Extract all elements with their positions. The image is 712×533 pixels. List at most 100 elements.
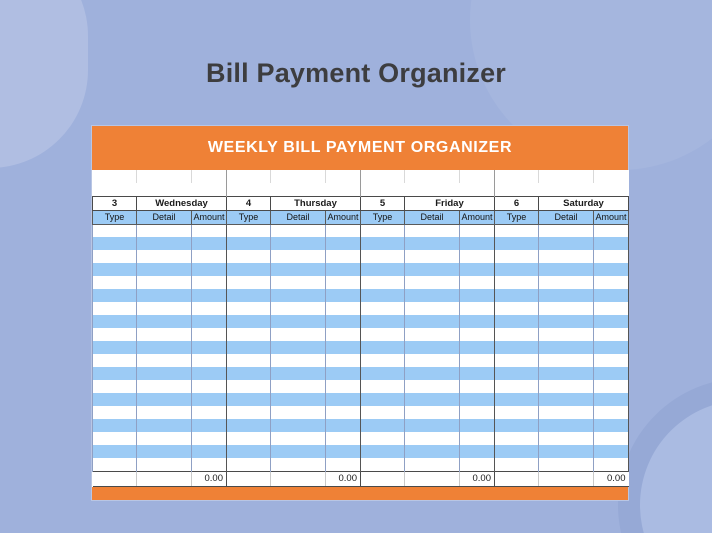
- entry-cell[interactable]: [270, 250, 326, 263]
- entry-cell[interactable]: [459, 458, 495, 471]
- entry-cell[interactable]: [270, 341, 326, 354]
- entry-cell[interactable]: [136, 250, 192, 263]
- entry-cell[interactable]: [404, 354, 460, 367]
- entry-cell[interactable]: [404, 224, 460, 237]
- entry-cell[interactable]: [360, 380, 405, 393]
- entry-cell[interactable]: [136, 380, 192, 393]
- spacer-cell[interactable]: [92, 170, 137, 183]
- entry-cell[interactable]: [538, 237, 594, 250]
- entry-cell[interactable]: [226, 354, 271, 367]
- entry-cell[interactable]: [226, 263, 271, 276]
- entry-cell[interactable]: [404, 458, 460, 471]
- entry-cell[interactable]: [494, 224, 539, 237]
- entry-cell[interactable]: [538, 315, 594, 328]
- entry-cell[interactable]: [191, 419, 227, 432]
- day-total-1[interactable]: 0.00: [191, 470, 227, 487]
- entry-cell[interactable]: [494, 432, 539, 445]
- entry-cell[interactable]: [593, 250, 629, 263]
- entry-cell[interactable]: [404, 276, 460, 289]
- spacer-cell[interactable]: [191, 183, 227, 196]
- entry-cell[interactable]: [538, 406, 594, 419]
- entry-cell[interactable]: [191, 341, 227, 354]
- entry-cell[interactable]: [538, 224, 594, 237]
- entry-cell[interactable]: [325, 432, 361, 445]
- entry-cell[interactable]: [593, 432, 629, 445]
- entry-cell[interactable]: [191, 276, 227, 289]
- entry-cell[interactable]: [593, 406, 629, 419]
- entry-cell[interactable]: [92, 458, 137, 471]
- entry-cell[interactable]: [191, 458, 227, 471]
- entry-cell[interactable]: [494, 250, 539, 263]
- entry-cell[interactable]: [270, 289, 326, 302]
- entry-cell[interactable]: [325, 302, 361, 315]
- entry-cell[interactable]: [325, 237, 361, 250]
- entry-cell[interactable]: [136, 419, 192, 432]
- entry-cell[interactable]: [494, 276, 539, 289]
- entry-cell[interactable]: [360, 354, 405, 367]
- entry-cell[interactable]: [593, 315, 629, 328]
- entry-cell[interactable]: [538, 341, 594, 354]
- entry-cell[interactable]: [136, 432, 192, 445]
- entry-cell[interactable]: [494, 302, 539, 315]
- entry-cell[interactable]: [92, 302, 137, 315]
- entry-cell[interactable]: [360, 237, 405, 250]
- total-spacer-detail-2[interactable]: [270, 470, 326, 487]
- entry-cell[interactable]: [593, 419, 629, 432]
- entry-cell[interactable]: [191, 328, 227, 341]
- entry-cell[interactable]: [494, 380, 539, 393]
- entry-cell[interactable]: [404, 328, 460, 341]
- total-spacer-detail-1[interactable]: [136, 470, 192, 487]
- entry-cell[interactable]: [360, 250, 405, 263]
- entry-cell[interactable]: [92, 380, 137, 393]
- entry-cell[interactable]: [459, 445, 495, 458]
- total-spacer-type-2[interactable]: [226, 470, 271, 487]
- entry-cell[interactable]: [494, 393, 539, 406]
- entry-cell[interactable]: [325, 406, 361, 419]
- entry-cell[interactable]: [538, 250, 594, 263]
- entry-cell[interactable]: [593, 237, 629, 250]
- entry-cell[interactable]: [226, 458, 271, 471]
- entry-cell[interactable]: [404, 341, 460, 354]
- entry-cell[interactable]: [92, 354, 137, 367]
- spacer-cell[interactable]: [494, 170, 539, 183]
- entry-cell[interactable]: [191, 250, 227, 263]
- entry-cell[interactable]: [593, 276, 629, 289]
- entry-cell[interactable]: [494, 237, 539, 250]
- entry-cell[interactable]: [270, 419, 326, 432]
- entry-cell[interactable]: [360, 458, 405, 471]
- entry-cell[interactable]: [191, 263, 227, 276]
- entry-cell[interactable]: [92, 315, 137, 328]
- entry-cell[interactable]: [226, 419, 271, 432]
- entry-cell[interactable]: [136, 289, 192, 302]
- entry-cell[interactable]: [191, 367, 227, 380]
- entry-cell[interactable]: [191, 432, 227, 445]
- entry-cell[interactable]: [270, 367, 326, 380]
- entry-cell[interactable]: [494, 419, 539, 432]
- entry-cell[interactable]: [360, 328, 405, 341]
- entry-cell[interactable]: [270, 263, 326, 276]
- entry-cell[interactable]: [191, 302, 227, 315]
- entry-cell[interactable]: [593, 341, 629, 354]
- entry-cell[interactable]: [325, 263, 361, 276]
- spacer-cell[interactable]: [593, 170, 629, 183]
- day-total-2[interactable]: 0.00: [325, 470, 361, 487]
- total-spacer-type-3[interactable]: [360, 470, 405, 487]
- entry-cell[interactable]: [459, 315, 495, 328]
- entry-cell[interactable]: [325, 354, 361, 367]
- entry-cell[interactable]: [404, 289, 460, 302]
- entry-cell[interactable]: [136, 315, 192, 328]
- entry-cell[interactable]: [325, 419, 361, 432]
- entry-cell[interactable]: [360, 341, 405, 354]
- spacer-cell[interactable]: [226, 170, 271, 183]
- entry-cell[interactable]: [226, 224, 271, 237]
- entry-cell[interactable]: [360, 263, 405, 276]
- entry-cell[interactable]: [538, 276, 594, 289]
- entry-cell[interactable]: [538, 380, 594, 393]
- spacer-cell[interactable]: [459, 170, 495, 183]
- entry-cell[interactable]: [459, 367, 495, 380]
- entry-cell[interactable]: [538, 263, 594, 276]
- entry-cell[interactable]: [494, 341, 539, 354]
- entry-cell[interactable]: [92, 419, 137, 432]
- entry-cell[interactable]: [136, 458, 192, 471]
- spacer-cell[interactable]: [92, 183, 137, 196]
